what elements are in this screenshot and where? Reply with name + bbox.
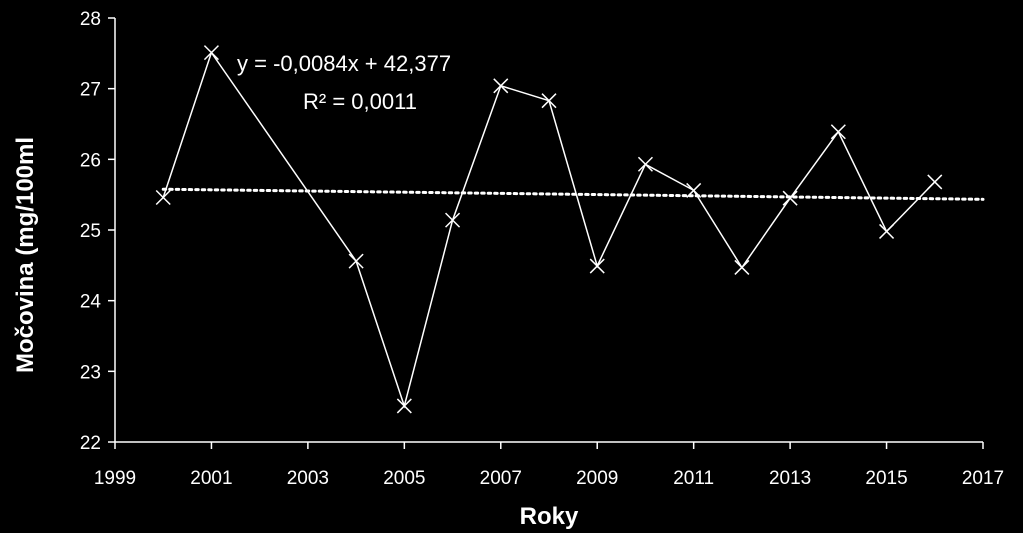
data-point: [686, 182, 702, 198]
data-point: [830, 124, 846, 140]
y-tick-label: 23: [80, 362, 101, 383]
x-tick-label: 2009: [576, 468, 618, 489]
marker-stroke: [734, 259, 750, 275]
data-point: [637, 156, 653, 172]
y-axis-title: Močovina (mg/100ml: [12, 137, 39, 373]
marker-stroke: [686, 182, 702, 198]
x-tick-label: 2013: [769, 468, 811, 489]
data-point: [734, 259, 750, 275]
marker-stroke: [637, 156, 653, 172]
data-point: [155, 189, 171, 206]
marker-stroke: [396, 398, 412, 414]
marker-stroke: [348, 253, 364, 269]
data-point: [348, 253, 364, 269]
axes: 22 23 24 25 26 27 28 1999 2001 2003 2005 2007 2009 20…: [80, 9, 1004, 489]
marker-stroke: [541, 93, 557, 109]
y-tick-label: 25: [80, 221, 101, 242]
marker-stroke: [589, 258, 605, 274]
x-tick-label: 2003: [287, 468, 329, 489]
trendline-equation: y = -0,0084x + 42,377: [237, 51, 451, 76]
data-point: [445, 212, 461, 228]
labels-group: y = -0,0084x + 42,377 R² = 0,0011 Roky M…: [12, 51, 579, 530]
data-point: [541, 93, 557, 109]
x-tick-label: 2017: [962, 468, 1004, 489]
marker-stroke: [927, 174, 943, 190]
x-axis-title: Roky: [520, 503, 579, 530]
trendline: [161, 187, 985, 201]
marker-stroke: [782, 190, 798, 206]
y-tick-label: 22: [80, 433, 101, 454]
marker-stroke: [445, 212, 461, 228]
data-point: [203, 45, 219, 61]
data-point: [879, 223, 895, 239]
trendline-group: [161, 187, 985, 201]
data-point: [927, 174, 943, 190]
y-tick-label: 28: [80, 9, 101, 30]
x-tick-label: 1999: [94, 468, 136, 489]
data-point: [589, 258, 605, 274]
marker-stroke: [879, 223, 895, 239]
x-tick-label: 2001: [190, 468, 232, 489]
marker-stroke: [155, 189, 171, 206]
data-point: [782, 190, 798, 206]
marker-stroke: [493, 78, 509, 94]
data-point: [396, 398, 412, 414]
marker-stroke: [830, 124, 846, 140]
data-point: [493, 78, 509, 94]
x-tick-label: 2005: [383, 468, 425, 489]
x-tick-label: 2011: [673, 468, 714, 489]
y-tick-label: 26: [80, 150, 101, 171]
series-group: [155, 45, 943, 414]
y-tick-label: 27: [80, 80, 101, 101]
series-line: [162, 50, 936, 409]
x-tick-label: 2007: [480, 468, 522, 489]
marker-stroke: [203, 45, 219, 61]
trendline-r2: R² = 0,0011: [303, 89, 417, 114]
x-tick-label: 2015: [865, 468, 907, 489]
y-tick-label: 24: [80, 292, 102, 313]
